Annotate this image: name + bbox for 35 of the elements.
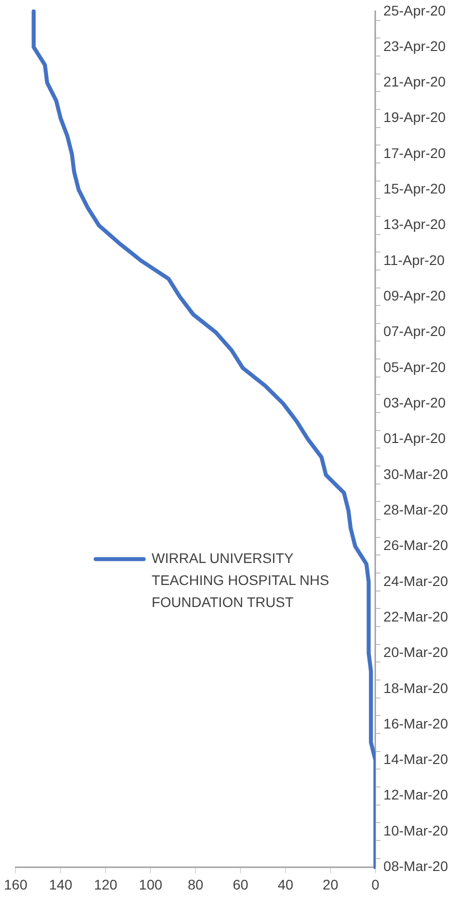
y-tick-label: 03-Apr-20	[383, 394, 446, 410]
y-tick-label: 01-Apr-20	[383, 430, 446, 446]
x-tick-label: 80	[188, 876, 204, 892]
y-tick-label: 16-Mar-20	[383, 715, 448, 732]
y-tick-label: 22-Mar-20	[383, 608, 448, 624]
y-tick-label: 11-Apr-20	[383, 252, 445, 268]
y-tick-label: 18-Mar-20	[383, 680, 448, 696]
y-tick-label: 09-Apr-20	[383, 288, 446, 304]
x-tick-label: 100	[138, 876, 162, 892]
x-tick-label: 0	[372, 876, 380, 892]
y-tick-label: 23-Apr-20	[383, 38, 446, 54]
y-tick-label: 08-Mar-20	[383, 858, 448, 874]
y-tick-label: 25-Apr-20	[383, 2, 446, 18]
x-tick-label: 120	[94, 876, 118, 892]
y-tick-label: 20-Mar-20	[383, 644, 448, 660]
x-tick-label: 140	[48, 876, 73, 892]
y-tick-label: 10-Mar-20	[383, 822, 448, 838]
y-tick-label: 24-Mar-20	[383, 572, 448, 589]
y-tick-label: 13-Apr-20	[383, 216, 446, 232]
y-tick-label: 17-Apr-20	[383, 144, 446, 161]
y-tick-label: 14-Mar-20	[383, 751, 448, 768]
x-tick-label: 60	[232, 876, 249, 892]
y-tick-label: 05-Apr-20	[383, 358, 446, 375]
legend-label: WIRRAL UNIVERSITY TEACHING HOSPITAL NHS FOUNDATION TRUST	[152, 550, 330, 610]
y-tick-label: 28-Mar-20	[383, 501, 448, 518]
y-tick-label: 07-Apr-20	[383, 323, 446, 340]
x-tick-label: 20	[322, 876, 338, 892]
y-tick-label: 19-Apr-20	[383, 109, 446, 126]
y-tick-label: 30-Mar-20	[383, 466, 448, 482]
x-tick-label: 160	[4, 876, 28, 892]
y-tick-label: 26-Mar-20	[383, 537, 448, 554]
x-tick-label: 40	[278, 876, 294, 892]
y-tick-label: 15-Apr-20	[383, 180, 446, 197]
y-tick-label: 21-Apr-20	[383, 74, 446, 90]
y-tick-label: 12-Mar-20	[383, 786, 448, 803]
